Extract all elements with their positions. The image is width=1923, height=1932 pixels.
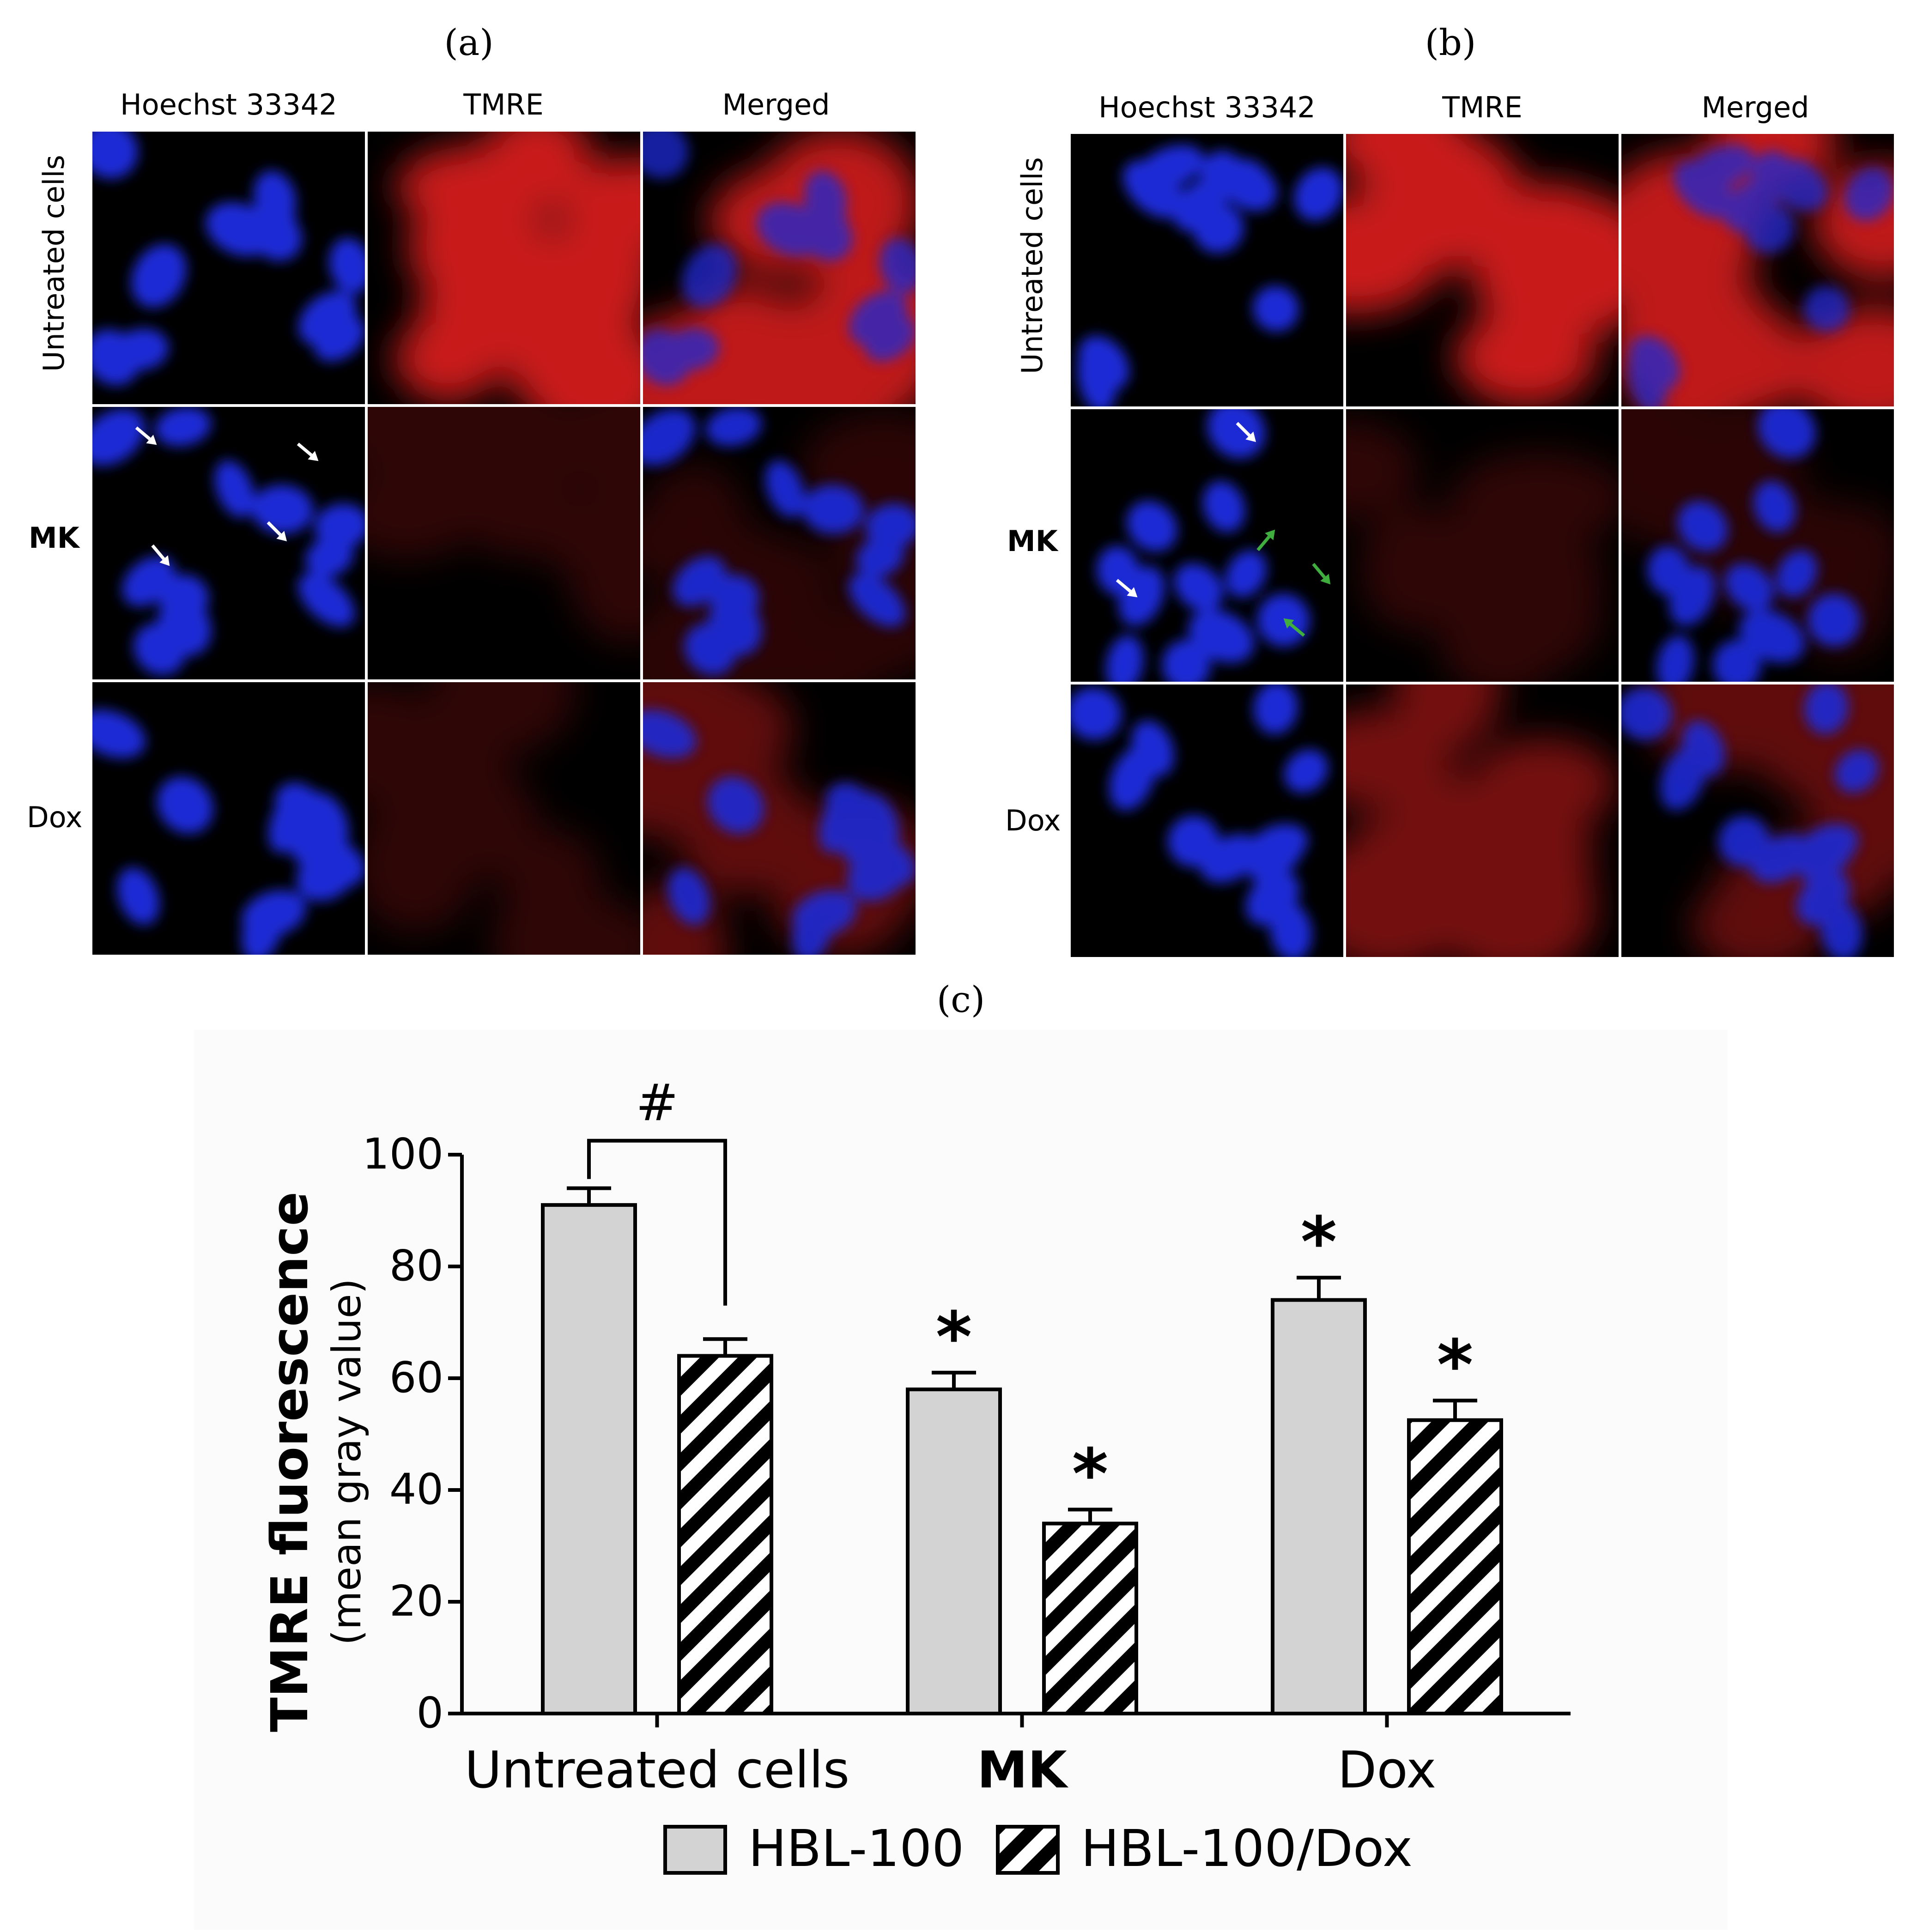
- panel-b-col-merged: Merged: [1701, 91, 1809, 124]
- panel-b-col-hoechst: Hoechst 33342: [1098, 91, 1316, 124]
- panel-b-letter: (b): [1425, 22, 1476, 64]
- y-axis-subtitle: (mean gray value): [324, 1278, 370, 1645]
- significance-asterisk: *: [1072, 1434, 1108, 1514]
- panel-b-tile-dox-hoechst: [1071, 684, 1343, 957]
- panel-a-tile-untreated-merged: [643, 132, 916, 404]
- legend-label-hbl100-dox: HBL-100/Dox: [1081, 1819, 1413, 1878]
- significance-bracket: [587, 1139, 727, 1306]
- panel-a-letter: (a): [444, 22, 494, 64]
- panel-b-row-untreated: Untreated cells: [1015, 157, 1049, 374]
- panel-a-row-dox: Dox: [27, 800, 83, 834]
- y-tick-label: 80: [389, 1241, 443, 1290]
- bar-hbl100-dox: [677, 1354, 773, 1715]
- panel-a-col-tmre: TMRE: [463, 88, 544, 121]
- bar-hbl100: [1271, 1298, 1367, 1715]
- panel-a-tile-mk-merged: [643, 407, 916, 679]
- panel-b-col-tmre: TMRE: [1442, 91, 1523, 124]
- panel-b-tile-untreated-tmre: [1346, 134, 1619, 406]
- legend-swatch-hbl100: [663, 1825, 727, 1875]
- y-tick-label: 0: [416, 1688, 443, 1738]
- panel-a-tile-untreated-hoechst: [92, 132, 365, 404]
- panel-a-tile-untreated-tmre: [368, 132, 640, 404]
- panel-a-tile-mk-hoechst: [92, 407, 365, 679]
- bar-chart-svg: 0 20 40 60 80 100 TMRE fluorescence (mean gray …: [260, 1073, 1571, 1878]
- legend-label-hbl100: HBL-100: [748, 1819, 964, 1878]
- chart-area: 0 20 40 60 80 100 TMRE fluorescence (mean gray …: [194, 1030, 1728, 1930]
- bar-chart: 0 20 40 60 80 100 TMRE fluorescence (mean gray …: [194, 1030, 1728, 1932]
- x-tick-label: MK: [977, 1740, 1068, 1799]
- panel-b-tile-dox-tmre: [1346, 684, 1619, 957]
- y-tick-label: 100: [362, 1129, 443, 1179]
- bar-hbl100-dox: [1042, 1521, 1138, 1715]
- panel-b-tile-mk-hoechst: [1071, 409, 1343, 682]
- significance-asterisk: *: [1437, 1325, 1473, 1405]
- panel-b-tile-untreated-merged: [1621, 134, 1894, 406]
- panel-a-col-merged: Merged: [722, 88, 830, 121]
- panel-a-row-mk: MK: [29, 521, 79, 555]
- panel-a-tile-dox-merged: [643, 682, 916, 955]
- bar-hbl100: [906, 1387, 1002, 1715]
- significance-hash: #: [636, 1073, 678, 1132]
- y-tick-label: 40: [389, 1465, 443, 1514]
- panel-a-row-untreated: Untreated cells: [37, 155, 71, 372]
- panel-c-letter: (c): [936, 979, 985, 1021]
- panel-a-col-hoechst: Hoechst 33342: [120, 88, 337, 121]
- panel-a-tile-dox-hoechst: [92, 682, 365, 955]
- bar-hbl100: [541, 1203, 637, 1715]
- panel-b-tile-mk-merged: [1621, 409, 1894, 682]
- panel-b-row-dox: Dox: [1005, 804, 1061, 837]
- y-tick-label: 60: [389, 1353, 443, 1402]
- y-axis-title: TMRE fluorescence: [260, 1192, 319, 1732]
- panel-b-tile-mk-tmre: [1346, 409, 1619, 682]
- panel-a-tile-mk-tmre: [368, 407, 640, 679]
- panel-b-row-mk: MK: [1007, 524, 1058, 558]
- x-tick-label: Dox: [1338, 1740, 1437, 1799]
- panel-b-tile-dox-merged: [1621, 684, 1894, 957]
- panel-b-image-grid: [1071, 134, 1894, 957]
- panel-a-image-grid: [92, 132, 916, 955]
- significance-asterisk: *: [1301, 1202, 1337, 1283]
- x-tick-label: Untreated cells: [465, 1740, 849, 1799]
- bar-hbl100-dox: [1407, 1418, 1503, 1715]
- panel-a-tile-dox-tmre: [368, 682, 640, 955]
- y-tick-label: 20: [389, 1576, 443, 1626]
- panel-b-tile-untreated-hoechst: [1071, 134, 1343, 406]
- legend-swatch-hbl100-dox: [996, 1825, 1060, 1875]
- significance-asterisk: *: [936, 1297, 972, 1378]
